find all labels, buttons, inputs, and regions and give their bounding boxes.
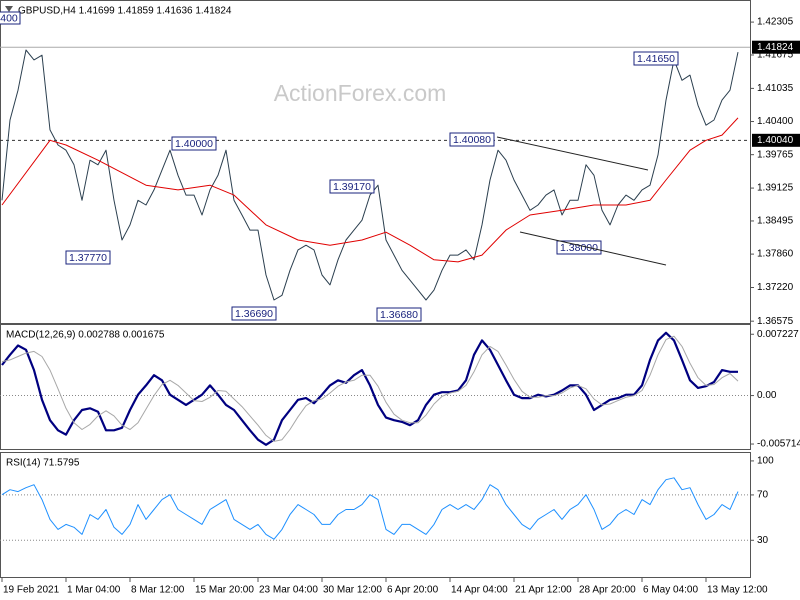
annotation-box	[171, 136, 217, 151]
series-line	[1, 49, 739, 301]
y-tick-label: 1.40400	[757, 116, 794, 127]
annotation: 1.39170	[333, 181, 371, 193]
x-tick-label: 1 Mar 04:00	[67, 585, 121, 596]
annotation: 1.37770	[69, 252, 107, 264]
price-label-box	[752, 40, 800, 54]
annotation-box	[633, 51, 679, 66]
annotation: 1.38000	[560, 242, 598, 254]
annotation: 1.36680	[380, 309, 418, 321]
y-tick-label: 1.42305	[757, 17, 794, 28]
price-label: 1.40040	[757, 135, 794, 146]
annotation: 400	[0, 12, 18, 24]
annotation-box	[231, 306, 277, 321]
annotation-box	[556, 240, 602, 255]
y-tick-label: 0.007227	[757, 329, 799, 340]
trendlines	[496, 136, 667, 266]
y-tick-label: 1.36575	[757, 316, 794, 327]
watermark: ActionForex.com	[274, 80, 447, 106]
panel-title: GBPUSD,H4 1.41699 1.41859 1.41636 1.4182…	[18, 6, 232, 17]
x-tick-label: 14 Apr 04:00	[451, 585, 508, 596]
y-tick-label: 0.00	[757, 390, 777, 401]
panel-frame	[0, 0, 751, 324]
x-tick-label: 13 May 12:00	[707, 585, 768, 596]
panel-title: RSI(14) 71.5795	[6, 458, 80, 469]
trendline	[496, 136, 649, 171]
x-tick-label: 8 Mar 12:00	[131, 585, 185, 596]
x-tick-label: 6 Apr 20:00	[387, 585, 439, 596]
x-tick-label: 30 Mar 12:00	[323, 585, 382, 596]
x-tick-label: 15 Mar 20:00	[195, 585, 254, 596]
series-line	[1, 477, 739, 540]
x-tick-label: 6 May 04:00	[643, 585, 698, 596]
price-label: 1.41824	[757, 42, 794, 53]
y-tick-label: 30	[757, 535, 769, 546]
annotation-box	[329, 179, 375, 194]
y-tick-label: 70	[757, 490, 769, 501]
y-tick-label: 1.38495	[757, 216, 794, 227]
annotation: 1.36690	[235, 308, 273, 320]
x-tick-label: 21 Apr 12:00	[515, 585, 572, 596]
panel-frame	[0, 452, 751, 578]
panel-title: MACD(12,26,9) 0.002788 0.001675	[6, 330, 165, 341]
series-line	[1, 117, 739, 263]
annotation-box	[449, 132, 495, 147]
y-tick-label: 1.37860	[757, 249, 794, 260]
annotation-box	[0, 11, 21, 25]
annotation-box	[376, 307, 422, 322]
annotation: 1.40000	[175, 138, 213, 150]
y-tick-label: 1.39125	[757, 183, 794, 194]
series-line	[1, 335, 739, 442]
y-tick-label: 1.41675	[757, 50, 794, 61]
panel-frame	[0, 324, 751, 450]
y-tick-label: 1.41035	[757, 83, 794, 94]
x-tick-label: 23 Mar 04:00	[259, 585, 318, 596]
y-tick-label: 100	[757, 456, 774, 467]
annotation: 1.41650	[637, 53, 675, 65]
annotation: 1.40080	[453, 134, 491, 146]
y-tick-label: -0.005714	[757, 439, 800, 450]
annotation-box	[65, 250, 111, 265]
trendline	[519, 231, 667, 266]
x-tick-label: 28 Apr 20:00	[579, 585, 636, 596]
x-tick-label: 19 Feb 2021	[3, 585, 60, 596]
title-icon	[5, 6, 13, 12]
price-label-box	[752, 133, 800, 147]
annotations: 400 1.40000 1.37770 1.36690 1.39170 1.36…	[0, 11, 679, 322]
y-tick-label: 1.39765	[757, 149, 794, 160]
y-tick-label: 1.37220	[757, 282, 794, 293]
series-line	[1, 331, 738, 446]
